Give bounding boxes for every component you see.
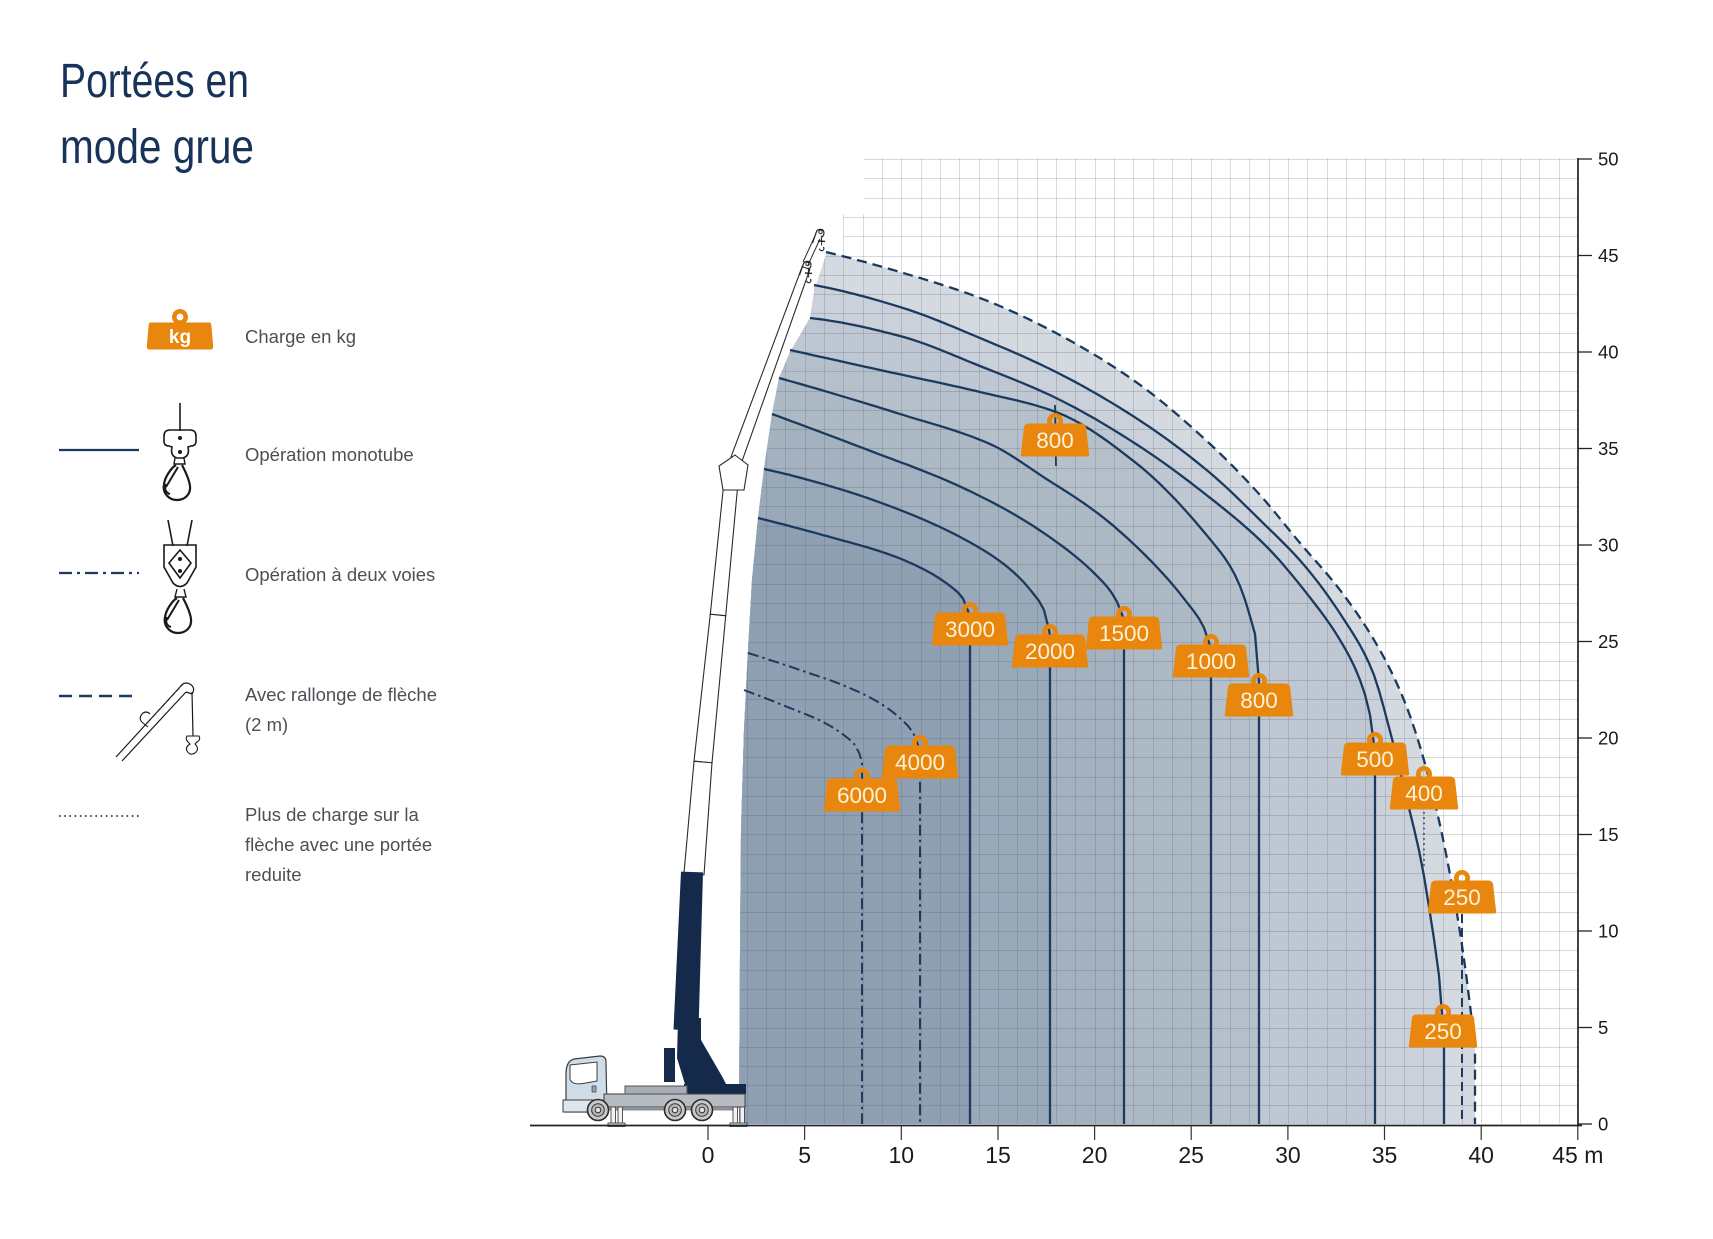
svg-text:40: 40 [1468,1142,1494,1168]
svg-text:30: 30 [1598,535,1619,556]
svg-text:6000: 6000 [837,783,887,808]
svg-text:0: 0 [1598,1114,1608,1135]
svg-text:10: 10 [1598,921,1619,942]
svg-text:2000: 2000 [1025,639,1075,664]
svg-text:5: 5 [1598,1017,1608,1038]
svg-text:35: 35 [1372,1142,1398,1168]
svg-text:35: 35 [1598,438,1619,459]
svg-text:15: 15 [985,1142,1011,1168]
svg-text:45: 45 [1598,245,1619,266]
svg-text:250: 250 [1443,885,1481,910]
svg-text:400: 400 [1405,781,1443,806]
svg-text:800: 800 [1036,428,1074,453]
svg-text:1000: 1000 [1186,649,1236,674]
svg-text:800: 800 [1240,688,1278,713]
svg-text:25: 25 [1598,631,1619,652]
svg-text:kg: kg [169,327,191,348]
svg-text:15: 15 [1598,824,1619,845]
svg-text:250: 250 [1424,1019,1462,1044]
svg-text:4000: 4000 [895,750,945,775]
svg-text:5: 5 [798,1142,811,1168]
svg-text:20: 20 [1082,1142,1108,1168]
svg-text:500: 500 [1356,747,1394,772]
svg-text:1500: 1500 [1099,621,1149,646]
svg-text:Portées en: Portées en [60,55,249,108]
svg-text:Charge en kg: Charge en kg [245,326,356,347]
svg-text:mode grue: mode grue [60,121,254,174]
svg-text:Opération monotube: Opération monotube [245,444,414,465]
svg-text:reduite: reduite [245,864,302,885]
svg-text:25: 25 [1178,1142,1204,1168]
svg-text:20: 20 [1598,728,1619,749]
svg-text:(2 m): (2 m) [245,714,288,735]
svg-text:3000: 3000 [945,617,995,642]
svg-text:0: 0 [702,1142,715,1168]
svg-text:10: 10 [889,1142,915,1168]
svg-text:50: 50 [1598,149,1619,170]
svg-text:40: 40 [1598,342,1619,363]
svg-text:Plus de charge sur la: Plus de charge sur la [245,804,420,825]
svg-text:flèche avec une portée: flèche avec une portée [245,834,432,855]
svg-text:Opération à deux voies: Opération à deux voies [245,564,435,585]
svg-text:Avec rallonge de flèche: Avec rallonge de flèche [245,684,437,705]
svg-text:45 m: 45 m [1552,1142,1603,1168]
svg-text:30: 30 [1275,1142,1301,1168]
